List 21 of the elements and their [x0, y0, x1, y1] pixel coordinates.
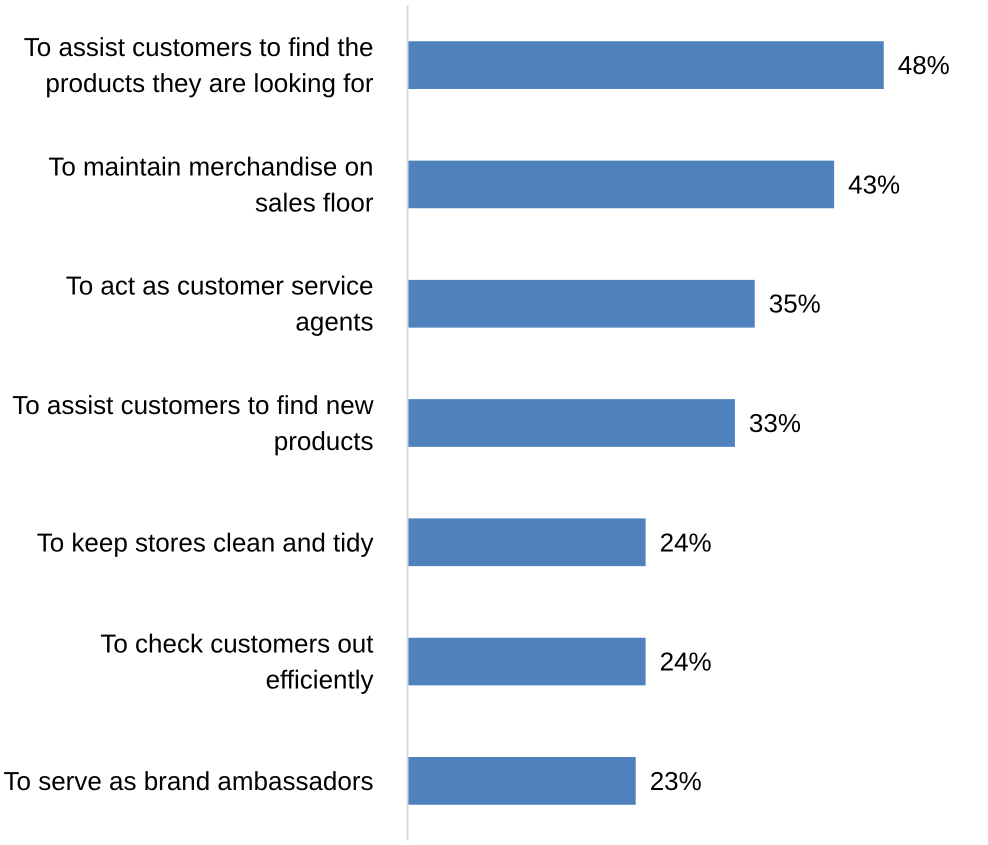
bar: [408, 757, 636, 805]
data-label: 24%: [660, 527, 712, 558]
data-label: 33%: [748, 408, 801, 438]
bar: [408, 280, 755, 328]
data-label: 24%: [660, 646, 712, 677]
bar: [408, 41, 884, 89]
data-label: 43%: [848, 169, 900, 200]
data-label: 48%: [898, 50, 950, 80]
data-label: 23%: [650, 766, 702, 796]
bar: [408, 638, 646, 686]
bar: [408, 160, 834, 208]
bar: [408, 399, 735, 447]
y-tick-label: To maintain merchandise on sales floor: [48, 151, 374, 218]
data-label: 35%: [768, 288, 821, 319]
y-tick-label: To act as customer service agents: [66, 270, 374, 337]
bar: [408, 518, 646, 566]
y-tick-label: To assist customers to find the products they are looking for: [24, 32, 374, 98]
y-tick-label: To keep stores clean and tidy: [36, 527, 374, 558]
y-tick-label: To check customers out efficiently: [100, 628, 374, 695]
y-tick-label: To serve as brand ambassadors: [4, 766, 374, 796]
y-tick-label: To assist customers to find new products: [12, 390, 374, 456]
